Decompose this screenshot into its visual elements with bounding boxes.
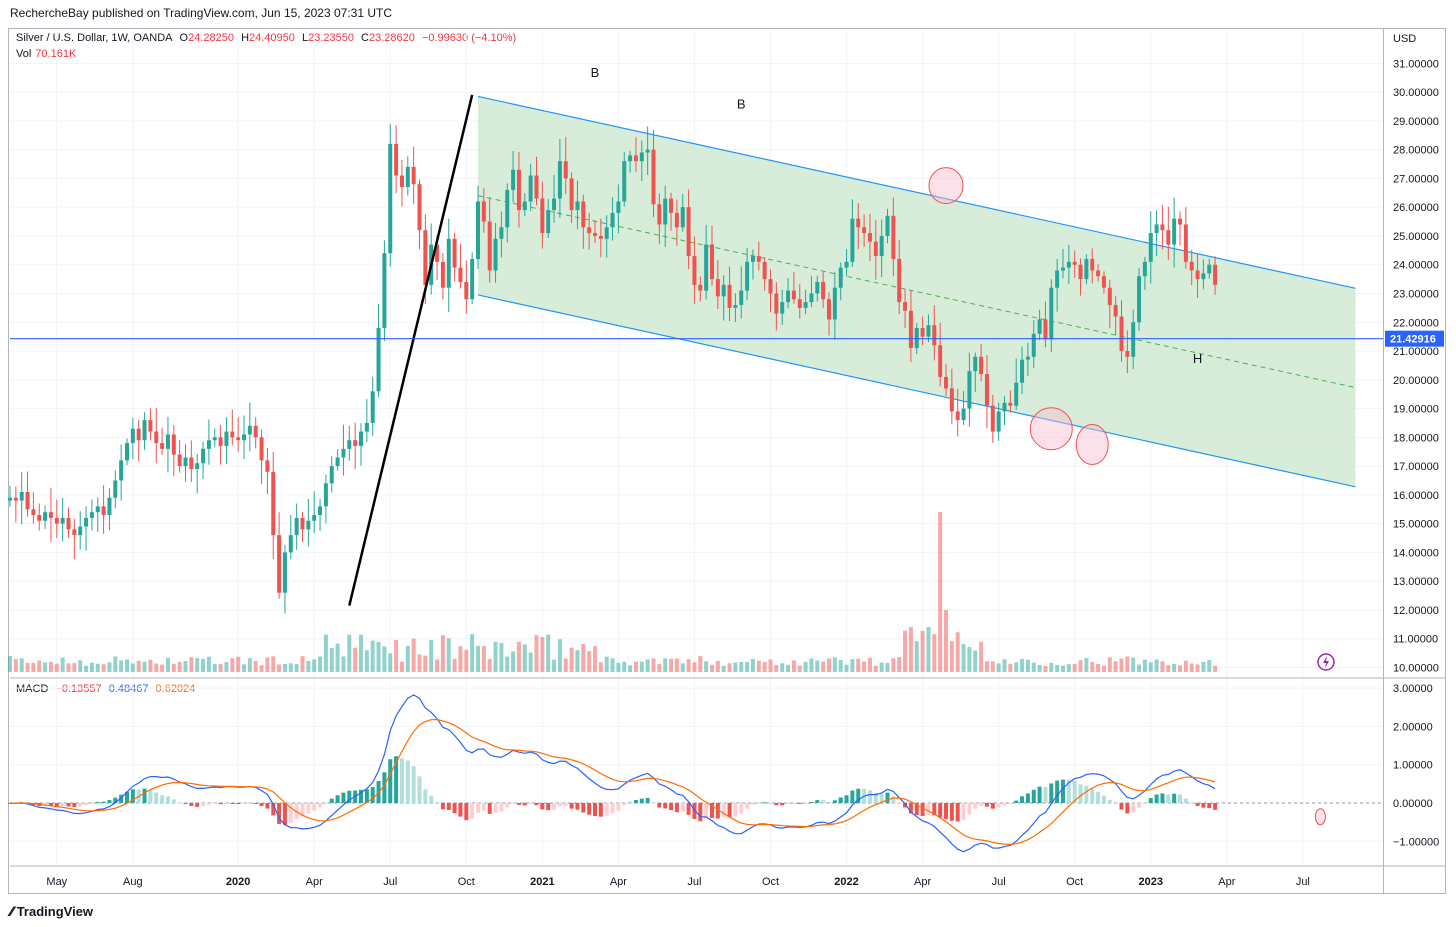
- macd-legend: MACD −0.13557 0.48467 0.62024: [16, 683, 199, 695]
- low-value: 23.23550: [308, 32, 354, 44]
- macd-line-value: 0.48467: [108, 683, 149, 695]
- macd-label: MACD: [16, 683, 49, 695]
- chart-frame: [8, 28, 1384, 894]
- high-value: 24.40950: [249, 32, 295, 44]
- signal-line-value: 0.62024: [155, 683, 196, 695]
- volume-legend: Vol 70.161K: [16, 48, 80, 60]
- close-value: 23.28620: [369, 32, 415, 44]
- volume-value: 70.161K: [35, 48, 77, 60]
- publisher-line: RechercheBay published on TradingView.co…: [10, 6, 393, 20]
- tradingview-logo-icon: ⁄⁄: [10, 903, 14, 919]
- volume-label: Vol: [16, 48, 32, 60]
- low-label: L: [301, 32, 309, 44]
- open-value: 24.28250: [188, 32, 234, 44]
- change-value: −0.99630 (−4.10%): [421, 32, 517, 44]
- price-axis-panel[interactable]: [1384, 28, 1446, 894]
- open-label: O: [179, 32, 189, 44]
- macd-histogram-value: −0.13557: [55, 683, 102, 695]
- close-label: C: [361, 32, 369, 44]
- high-label: H: [241, 32, 250, 44]
- symbol-name: Silver / U.S. Dollar, 1W, OANDA: [16, 32, 173, 44]
- symbol-legend: Silver / U.S. Dollar, 1W, OANDA O24.2825…: [16, 32, 520, 44]
- brand-label: TradingView: [16, 903, 94, 919]
- tradingview-brand[interactable]: ⁄⁄ TradingView: [10, 903, 93, 919]
